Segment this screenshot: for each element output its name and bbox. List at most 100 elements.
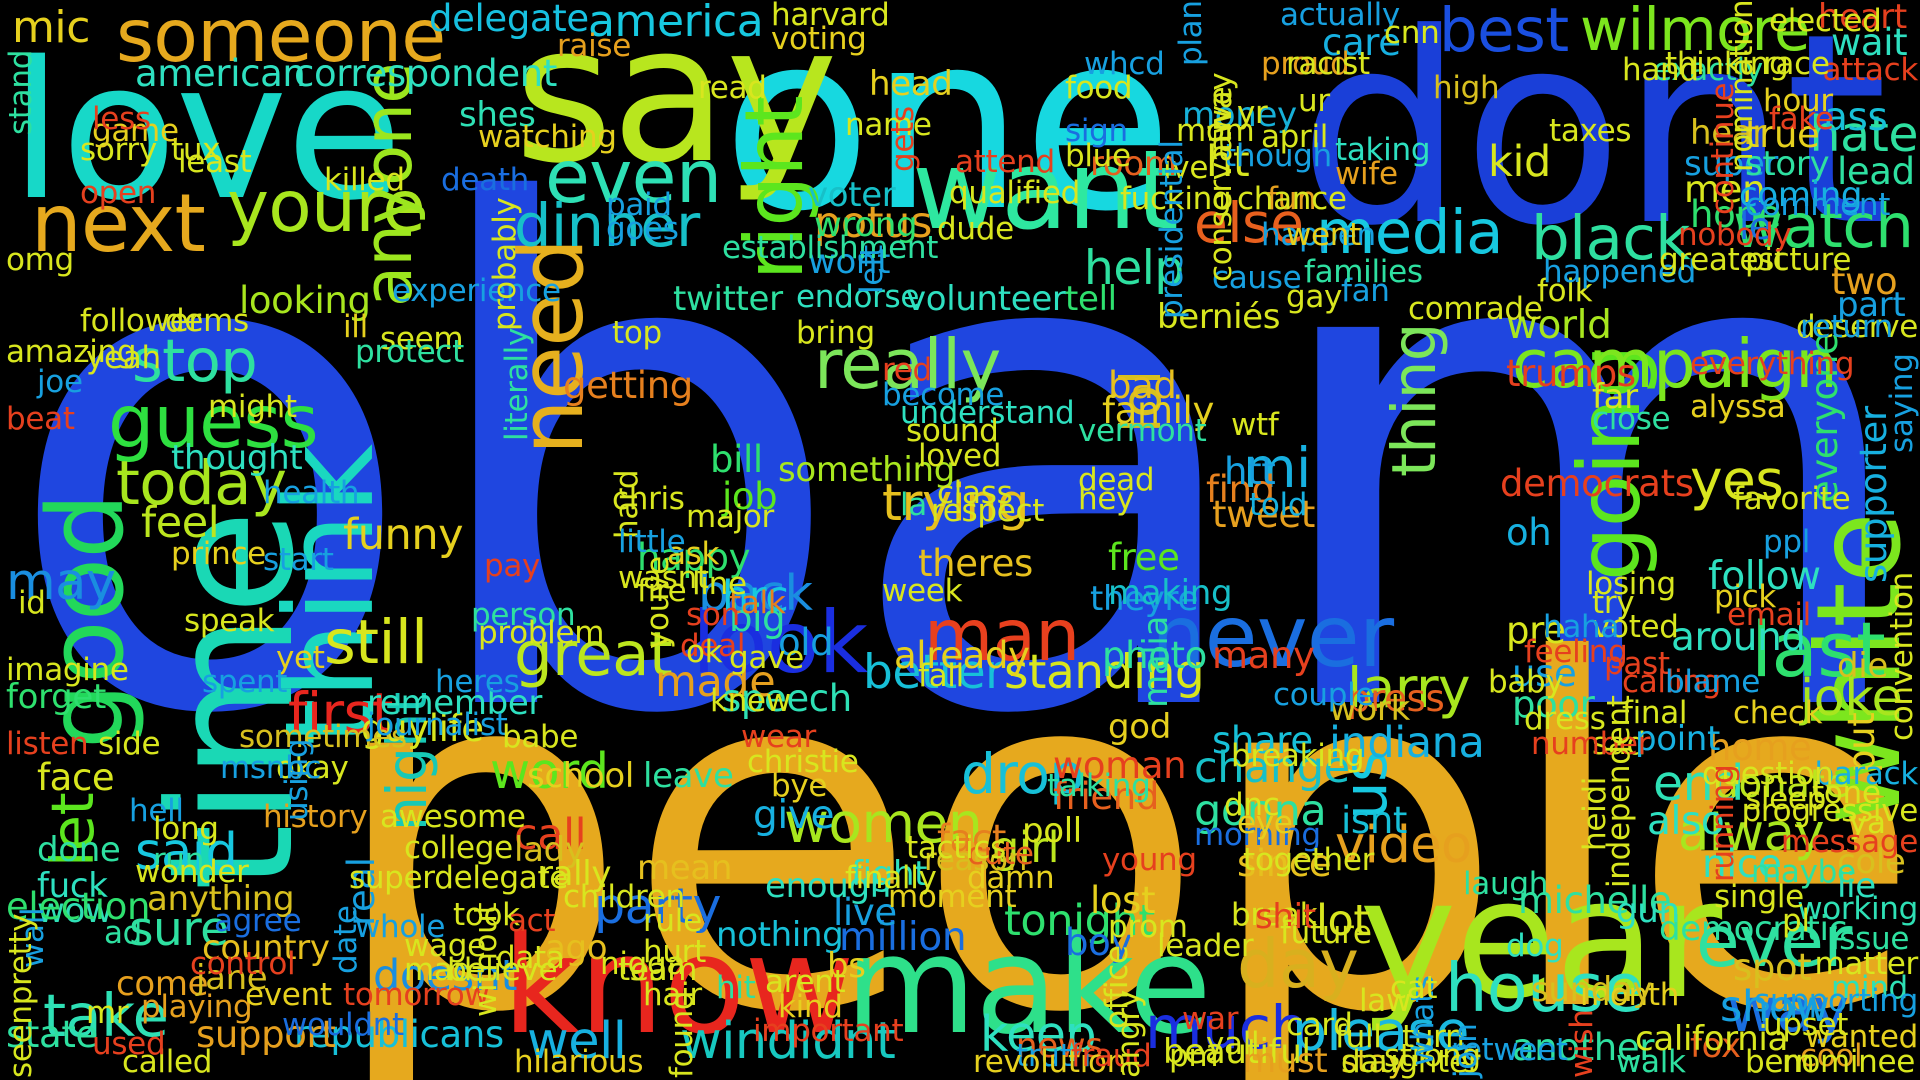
word-become: become xyxy=(882,377,1005,413)
word-ask: ask xyxy=(667,536,720,572)
word-children: children xyxy=(563,879,685,915)
word-wife: wife xyxy=(1335,156,1398,192)
word-goes: goes xyxy=(606,211,679,247)
word-done: done xyxy=(37,830,121,870)
word-help: help xyxy=(1084,241,1184,296)
word-cute: cute xyxy=(967,836,1034,872)
word-join: join xyxy=(1448,1023,1484,1078)
word-photo: photo xyxy=(1102,634,1207,677)
word-history: history xyxy=(263,799,368,835)
word-happened: happened xyxy=(1543,254,1696,290)
word-wear: wear xyxy=(741,719,816,755)
word-pre: pre xyxy=(1506,609,1566,652)
word-taking: taking xyxy=(1335,132,1431,168)
word-imagine: imagine xyxy=(6,652,129,688)
word-week: week xyxy=(882,573,963,609)
word-matter: matter xyxy=(1814,946,1919,982)
word-election: election xyxy=(6,885,151,928)
word-name: name xyxy=(845,107,932,143)
word-yeah: yeah xyxy=(86,340,161,376)
word-cool: cool xyxy=(1800,1038,1863,1074)
word-prince: prince xyxy=(171,536,266,572)
word-act: act xyxy=(508,903,556,939)
word-feeling: feeling xyxy=(1524,634,1628,670)
word-leave: leave xyxy=(643,756,734,796)
word-major: major xyxy=(686,499,774,535)
word-together: together xyxy=(1243,842,1375,878)
word-full: full xyxy=(1335,1019,1382,1055)
word-point: point xyxy=(1635,719,1721,759)
word-presidential: presidential xyxy=(1154,140,1190,320)
word-superdelegate: superdelegate xyxy=(349,860,569,896)
word-health: health xyxy=(263,475,360,511)
word-blue: blue xyxy=(1065,138,1131,174)
word-better: better xyxy=(863,645,1005,700)
word-mi: mi xyxy=(1243,436,1311,500)
word-tweet: tweet xyxy=(1212,493,1315,536)
word-girl: girl xyxy=(992,823,1060,873)
word-killed: killed xyxy=(324,162,405,198)
word-run: run xyxy=(153,842,205,878)
word-wasnt: wasnt xyxy=(618,560,709,596)
word-laugh: laugh xyxy=(1463,866,1549,902)
word-harvard: harvard xyxy=(771,0,890,33)
word-morning: morning xyxy=(1194,817,1321,853)
word-face: face xyxy=(37,756,115,799)
word-youre: youre xyxy=(227,165,426,248)
word-kid: kid xyxy=(1488,137,1551,187)
word-sign: sign xyxy=(1065,113,1128,149)
word-watch: watch xyxy=(1733,191,1914,262)
word-card: card xyxy=(1286,1007,1353,1043)
word-hell: hell xyxy=(129,793,184,829)
word-tone: tone xyxy=(1812,775,1881,811)
word-ass: ass xyxy=(1824,95,1888,140)
word-speech: speech xyxy=(722,677,852,720)
word-poor: poor xyxy=(1512,683,1595,726)
word-party: party xyxy=(594,878,722,935)
word-progressive: progressive xyxy=(1741,793,1919,829)
word-great: great xyxy=(514,619,673,690)
word-must: must xyxy=(1243,1041,1328,1080)
word-dont: dont xyxy=(1298,0,1888,284)
word-end: end xyxy=(1653,755,1744,812)
word-prom: prom xyxy=(1108,909,1188,945)
word-bill: bill xyxy=(710,438,763,481)
word-joke: joke xyxy=(1800,669,1903,728)
word-side: side xyxy=(98,726,161,762)
word-convention: convention xyxy=(1884,572,1920,742)
word-voting: voting xyxy=(771,21,867,57)
word-lady: lady xyxy=(514,830,585,870)
word-bs: bs xyxy=(827,946,866,986)
word-long: long xyxy=(153,811,219,847)
word-elected: elected xyxy=(1769,3,1882,39)
word-american: american xyxy=(135,52,306,95)
word-important: important xyxy=(753,1013,904,1049)
word-mom: mom xyxy=(1176,113,1255,149)
word-college: college xyxy=(404,830,513,866)
word-check: check xyxy=(1733,695,1823,731)
word-hear: hear xyxy=(1690,113,1766,153)
word-awesome: awesome xyxy=(380,799,526,835)
word-stand: stand xyxy=(3,50,39,136)
word-nice: nice xyxy=(1702,842,1782,887)
word-left: left xyxy=(854,245,890,295)
word-team: team xyxy=(618,952,698,988)
word-final: final xyxy=(1622,695,1688,731)
word-enough: enough xyxy=(765,866,891,906)
word-lie: lie xyxy=(1837,866,1876,906)
word-drop: drop xyxy=(961,742,1084,806)
word-beautiful: beautiful xyxy=(1163,1032,1311,1072)
word-away: away xyxy=(1203,72,1239,154)
word-future: future xyxy=(1280,915,1372,951)
word-la: la xyxy=(900,487,927,523)
word-htt: htt xyxy=(1224,450,1276,493)
word-barack: barack xyxy=(1814,756,1918,792)
word-believe: believe xyxy=(447,952,558,988)
word-finally: finally xyxy=(845,860,937,896)
word-today: today xyxy=(116,448,287,519)
word-fall: fall xyxy=(918,658,964,694)
word-gonna: gonna xyxy=(1194,786,1327,836)
word-voted: voted xyxy=(1592,609,1679,645)
word-head: head xyxy=(869,64,953,104)
